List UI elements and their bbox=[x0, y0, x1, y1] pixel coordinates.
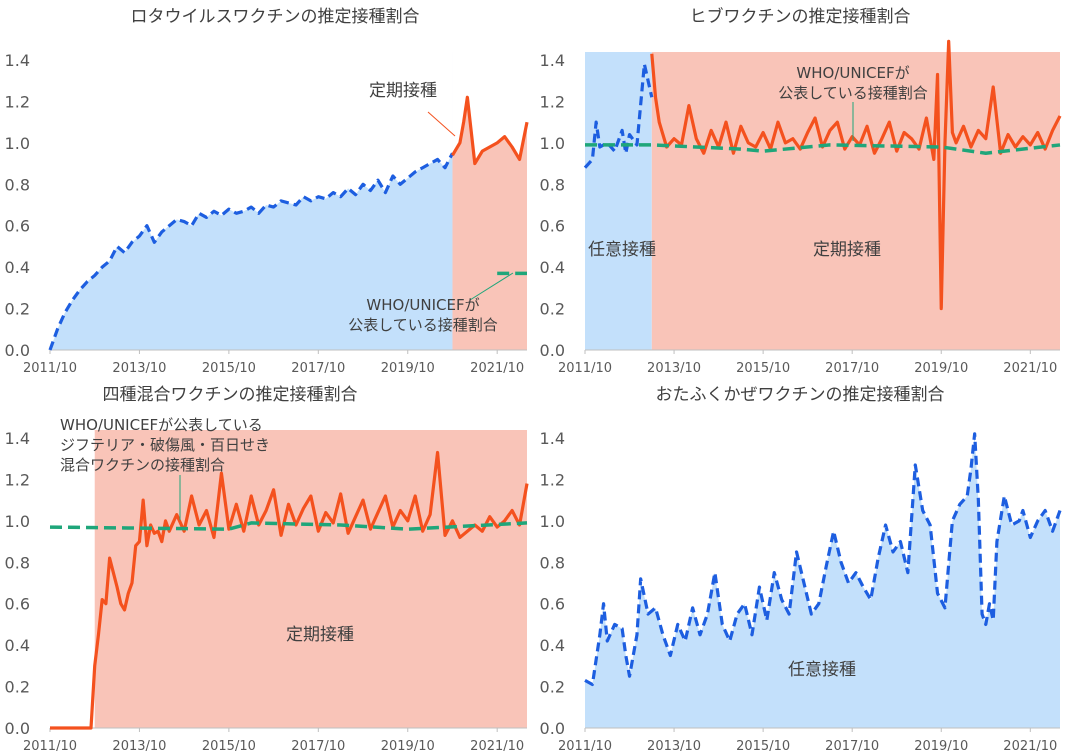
series-line-0 bbox=[584, 432, 1062, 687]
annotation-text: 任意接種 bbox=[588, 240, 656, 260]
x-tick-label: 2021/10 bbox=[470, 739, 524, 754]
series-line-1 bbox=[451, 95, 529, 166]
annotation-leader bbox=[469, 272, 514, 301]
y-tick-label: 0.0 bbox=[5, 341, 30, 360]
x-tick-label: 2019/10 bbox=[381, 361, 435, 376]
series-line-0 bbox=[583, 62, 654, 169]
x-tick-label: 2017/10 bbox=[825, 739, 879, 754]
x-tick-label: 2015/10 bbox=[202, 361, 256, 376]
area-mask bbox=[452, 52, 527, 164]
x-tick-label: 2011/10 bbox=[23, 361, 77, 376]
y-tick-label: 1.2 bbox=[5, 470, 30, 489]
panel-rotavirus: ロタウイルスワクチンの推定接種割合 0.0 0.2 0.4 0.6 0.8 1.0 1.2 1.… bbox=[5, 7, 529, 376]
y-tick-label: 0.8 bbox=[540, 175, 565, 194]
y-tick-label: 0.2 bbox=[540, 300, 565, 319]
y-tick-label: 1.4 bbox=[5, 429, 30, 448]
annotation-text: WHO/UNICEFが bbox=[796, 64, 909, 82]
annotation-text: 定期接種 bbox=[369, 81, 437, 101]
y-tick-label: 1.4 bbox=[540, 51, 565, 70]
y-tick-label: 0.0 bbox=[540, 719, 565, 738]
series-line-1 bbox=[49, 521, 528, 531]
y-tick-label: 0.6 bbox=[5, 595, 30, 614]
x-tick-label: 2019/10 bbox=[914, 739, 968, 754]
x-tick-label: 2017/10 bbox=[291, 739, 345, 754]
annotation-text: WHO/UNICEFが公表している bbox=[60, 416, 263, 434]
y-tick-label: 1.2 bbox=[540, 470, 565, 489]
x-tick-label: 2013/10 bbox=[112, 739, 166, 754]
y-tick-label: 0.2 bbox=[5, 678, 30, 697]
x-tick-label: 2021/10 bbox=[1003, 361, 1057, 376]
y-tick-label: 0.4 bbox=[540, 258, 565, 277]
chart-title: ヒブワクチンの推定接種割合 bbox=[690, 6, 911, 27]
panel-mumps: おたふくかぜワクチンの推定接種割合 0.0 0.2 0.4 0.6 0.8 1.0 1.2 1.… bbox=[540, 385, 1062, 754]
annotation-text: 定期接種 bbox=[813, 240, 881, 260]
shaded-period-0 bbox=[94, 430, 527, 728]
y-tick-label: 1.4 bbox=[540, 429, 565, 448]
x-tick-label: 2021/10 bbox=[1003, 739, 1057, 754]
x-tick-label: 2011/10 bbox=[558, 361, 612, 376]
x-tick-label: 2015/10 bbox=[736, 739, 790, 754]
y-tick-label: 0.4 bbox=[540, 636, 565, 655]
series-line-1 bbox=[650, 39, 1062, 311]
y-tick-label: 0.8 bbox=[540, 553, 565, 572]
y-tick-label: 1.0 bbox=[540, 134, 565, 153]
y-tick-label: 1.4 bbox=[5, 51, 30, 70]
y-tick-label: 1.0 bbox=[5, 512, 30, 531]
annotation-text: 任意接種 bbox=[788, 660, 856, 680]
x-tick-label: 2015/10 bbox=[202, 739, 256, 754]
y-tick-label: 0.6 bbox=[540, 595, 565, 614]
x-tick-label: 2015/10 bbox=[736, 361, 790, 376]
y-tick-label: 1.2 bbox=[540, 92, 565, 111]
y-tick-label: 0.0 bbox=[540, 341, 565, 360]
x-tick-label: 2017/10 bbox=[291, 361, 345, 376]
y-tick-label: 0.0 bbox=[5, 719, 30, 738]
area-mask bbox=[50, 52, 453, 350]
x-tick-label: 2017/10 bbox=[825, 361, 879, 376]
y-tick-label: 1.0 bbox=[540, 512, 565, 531]
panel-hib: ヒブワクチンの推定接種割合 0.0 0.2 0.4 0.6 0.8 1.0 1.2 1.4 201… bbox=[540, 6, 1062, 376]
y-tick-label: 0.2 bbox=[5, 300, 30, 319]
x-tick-label: 2019/10 bbox=[914, 361, 968, 376]
y-tick-label: 0.4 bbox=[5, 636, 30, 655]
y-tick-label: 0.8 bbox=[5, 175, 30, 194]
annotation-text: ジフテリア・破傷風・百日せき bbox=[60, 436, 270, 454]
x-tick-label: 2011/10 bbox=[23, 739, 77, 754]
annotation-text: 混合ワクチンの接種割合 bbox=[60, 456, 225, 474]
series-line-2 bbox=[585, 143, 1061, 155]
x-tick-label: 2021/10 bbox=[470, 361, 524, 376]
y-tick-label: 0.6 bbox=[540, 217, 565, 236]
panel-dtp-ipv: 四種混合ワクチンの推定接種割合 0.0 0.2 0.4 0.6 0.8 1.0 1.2 1.4 2… bbox=[5, 385, 529, 754]
chart-title: おたふくかぜワクチンの推定接種割合 bbox=[656, 385, 945, 405]
annotation-text: 定期接種 bbox=[286, 625, 354, 645]
chart-title: 四種混合ワクチンの推定接種割合 bbox=[103, 385, 358, 405]
series-line-0 bbox=[48, 152, 454, 351]
x-tick-label: 2011/10 bbox=[558, 739, 612, 754]
x-tick-label: 2013/10 bbox=[647, 739, 701, 754]
annotation-leader bbox=[427, 111, 456, 137]
y-tick-label: 0.6 bbox=[5, 217, 30, 236]
y-tick-label: 0.4 bbox=[5, 258, 30, 277]
chart-title: ロタウイルスワクチンの推定接種割合 bbox=[131, 7, 420, 27]
y-tick-label: 1.2 bbox=[5, 92, 30, 111]
x-tick-label: 2013/10 bbox=[647, 361, 701, 376]
series-line-0 bbox=[50, 450, 529, 730]
x-tick-label: 2019/10 bbox=[381, 739, 435, 754]
y-tick-label: 0.2 bbox=[540, 678, 565, 697]
annotation-text: WHO/UNICEFが bbox=[366, 296, 479, 314]
y-tick-label: 0.8 bbox=[5, 553, 30, 572]
annotation-text: 公表している接種割合 bbox=[778, 84, 928, 102]
x-tick-label: 2013/10 bbox=[112, 361, 166, 376]
y-tick-label: 1.0 bbox=[5, 134, 30, 153]
annotation-text: 公表している接種割合 bbox=[348, 316, 498, 334]
